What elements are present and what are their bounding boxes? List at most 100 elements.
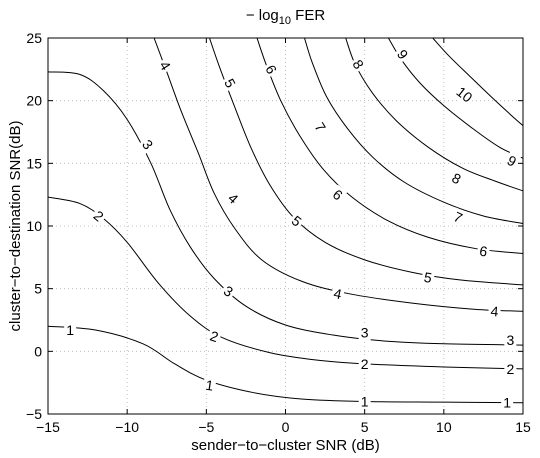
contour-label-group: 4 (487, 302, 502, 320)
x-tick-label: 10 (436, 419, 452, 435)
contour-line-3 (48, 71, 523, 346)
contour-label-group: 6 (476, 242, 491, 260)
y-tick-label: 0 (34, 343, 42, 359)
contour-label-bg (392, 44, 413, 64)
contour-label: 1 (66, 322, 74, 338)
contour-label-bg (501, 394, 514, 411)
contour-label-bg (261, 60, 282, 79)
contour-label-bg (223, 188, 244, 209)
x-tick-label: −15 (36, 419, 60, 435)
contour-label-bg (451, 81, 478, 107)
contour-label-bg (449, 207, 467, 228)
title-subscript: 10 (279, 15, 291, 27)
contour-label-bg (504, 360, 517, 377)
contour-label-bg (88, 205, 109, 226)
contour-label-bg (447, 168, 466, 189)
y-tick-label: 20 (26, 93, 42, 109)
contour-label-group: 3 (504, 332, 517, 349)
contour-label-bg (206, 326, 223, 346)
contour-label: 10 (453, 83, 475, 105)
contour-label: 5 (423, 269, 434, 286)
contour-label-bg (137, 134, 158, 155)
contour-line-8 (345, 38, 523, 192)
contour-line-10 (432, 38, 523, 127)
contour-label-bg (219, 281, 238, 302)
contour-label-group: 1 (64, 322, 77, 339)
contour-label-group: 2 (88, 205, 109, 226)
contour-label-group: 2 (358, 355, 371, 372)
contour-label-bg (358, 355, 371, 372)
y-tick-label: 25 (26, 30, 42, 46)
contour-label-group: 5 (286, 210, 307, 231)
contour-label-group: 10 (451, 81, 478, 107)
contour-label-bg (155, 56, 176, 75)
contour-label-bg (420, 268, 436, 287)
y-tick-label: 15 (26, 155, 42, 171)
contour-label-group: 5 (220, 74, 240, 93)
contour-label-bg (502, 150, 522, 171)
contour-label-bg (286, 210, 307, 231)
contour-line-6 (256, 38, 523, 255)
title-suffix: FER (291, 7, 325, 24)
contour-label-bg (348, 54, 369, 74)
contour-label-group: 7 (449, 207, 467, 228)
contour-label-group: 1 (202, 376, 217, 394)
contour-label: 6 (478, 243, 489, 260)
contour-label-group: 1 (501, 394, 514, 411)
contour-label-bg (358, 324, 371, 341)
contour-label: 4 (490, 303, 499, 320)
contour-label-group: 8 (348, 54, 369, 74)
contour-label-group: 7 (310, 117, 331, 137)
contour-label-group: 9 (502, 150, 522, 171)
contour-label-group: 9 (392, 44, 413, 64)
chart-title: − log10 FER (246, 7, 326, 27)
contour-label: 2 (506, 361, 514, 377)
contour-label-group: 4 (155, 56, 176, 75)
y-axis-label: cluster−to−destination SNR(dB) (7, 121, 24, 332)
contour-label-group: 4 (223, 188, 244, 209)
contour-label-group: 3 (219, 281, 238, 302)
contour-label-bg (330, 284, 346, 303)
contour-label: 1 (503, 395, 511, 411)
x-tick-label: −5 (198, 419, 214, 435)
contour-label-group: 2 (206, 326, 223, 346)
contour-label-group: 3 (358, 324, 371, 341)
y-tick-label: 5 (34, 281, 42, 297)
contour-label-bg (358, 393, 371, 410)
contour-label: 2 (361, 356, 369, 372)
x-tick-label: 5 (361, 419, 369, 435)
x-tick-label: 15 (515, 419, 531, 435)
y-tick-label: 10 (26, 218, 42, 234)
grid (48, 38, 523, 414)
contour-label-group: 4 (330, 284, 346, 303)
contour-label: 1 (205, 377, 215, 394)
contour-label-bg (220, 74, 240, 93)
contour-line-7 (304, 38, 523, 224)
contour-label-group: 8 (447, 168, 466, 189)
contour-label-bg (64, 322, 77, 339)
title-prefix: − log (246, 7, 279, 24)
contour-label-group: 3 (137, 134, 158, 155)
contour-label: 3 (506, 332, 514, 348)
contour-label-group: 5 (420, 268, 436, 287)
contour-label-group: 1 (358, 393, 371, 410)
contour-label-bg (476, 242, 491, 260)
contour-label-group: 6 (261, 60, 282, 79)
x-axis-label: sender−to−cluster SNR (dB) (191, 437, 379, 454)
contour-label-bg (487, 302, 502, 320)
y-tick-label: −5 (26, 406, 42, 422)
contour-label: 1 (361, 393, 369, 409)
x-tick-label: −10 (115, 419, 139, 435)
x-tick-label: 0 (282, 419, 290, 435)
contour-label-bg (504, 332, 517, 349)
contour-label-group: 6 (328, 184, 348, 205)
contour-label: 4 (332, 285, 343, 302)
contour-line-5 (209, 38, 523, 286)
contour-label-bg (328, 184, 348, 205)
contour-label-group: 2 (504, 360, 517, 377)
contour-label: 3 (361, 325, 369, 341)
svg-text:− log10 FER: − log10 FER (246, 7, 326, 27)
